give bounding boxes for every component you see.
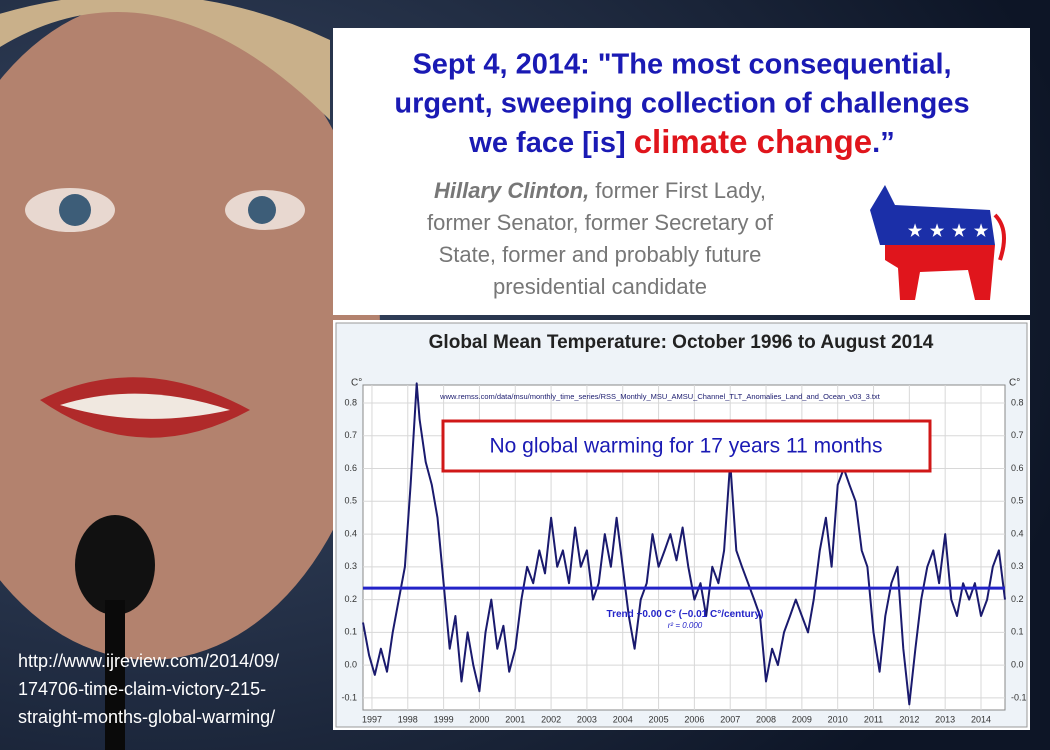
attribution-name: Hillary Clinton, bbox=[434, 178, 589, 203]
url-line: 174706-time-claim-victory-215- bbox=[18, 679, 266, 699]
y2-tick-label: 0.0 bbox=[1011, 659, 1024, 669]
y2-tick-label: 0.5 bbox=[1011, 496, 1024, 506]
trend-r2: r² = 0.000 bbox=[668, 621, 703, 630]
attribution-line: presidential candidate bbox=[493, 274, 707, 299]
quote-line: we face [is] climate change.” bbox=[468, 123, 894, 160]
attribution-text: former First Lady, bbox=[595, 178, 766, 203]
x-tick-label: 2012 bbox=[899, 714, 919, 724]
y-tick-label: 0.7 bbox=[344, 430, 357, 440]
attribution-line: Hillary Clinton, former First Lady, bbox=[434, 178, 766, 203]
y-tick-label: 0.8 bbox=[344, 397, 357, 407]
x-tick-label: 2011 bbox=[864, 714, 883, 724]
y-tick-label: 0.2 bbox=[344, 594, 357, 604]
y-tick-label: 0.5 bbox=[344, 496, 357, 506]
url-line: http://www.ijreview.com/2014/09/ bbox=[18, 651, 279, 671]
attribution-line: former Senator, former Secretary of bbox=[427, 210, 774, 235]
attribution: Hillary Clinton, former First Lady,former… bbox=[427, 178, 774, 299]
data-line bbox=[362, 382, 1006, 706]
url-line: straight-months-global-warming/ bbox=[18, 707, 275, 727]
x-tick-label: 2013 bbox=[935, 714, 955, 724]
y-unit: C° bbox=[351, 378, 362, 389]
quote-line: Sept 4, 2014: "The most consequential, bbox=[412, 49, 951, 81]
data-source: www.remss.com/data/msu/monthly_time_seri… bbox=[439, 392, 881, 401]
source-url: http://www.ijreview.com/2014/09/174706-t… bbox=[18, 651, 279, 727]
annotation: No global warming for 17 years 11 months bbox=[490, 435, 883, 458]
y2-tick-label: 0.6 bbox=[1011, 463, 1024, 473]
y2-tick-label: 0.8 bbox=[1011, 397, 1024, 407]
y-tick-label: 0.0 bbox=[344, 659, 357, 669]
quote-text: we face [is] bbox=[468, 127, 633, 159]
x-tick-label: 1999 bbox=[434, 714, 454, 724]
x-tick-label: 2002 bbox=[541, 714, 561, 724]
donkey-logo: ★ ★ ★ ★ bbox=[870, 185, 1006, 300]
x-tick-label: 2008 bbox=[756, 714, 776, 724]
quote-highlight: climate change bbox=[634, 123, 872, 160]
x-tick-label: 2007 bbox=[720, 714, 740, 724]
x-tick-label: 1998 bbox=[398, 714, 418, 724]
svg-text:★: ★ bbox=[908, 223, 923, 240]
x-tick-label: 2001 bbox=[505, 714, 525, 724]
y-tick-label: 0.4 bbox=[344, 528, 357, 538]
svg-text:★: ★ bbox=[930, 223, 945, 240]
y2-tick-label: 0.3 bbox=[1011, 561, 1024, 571]
x-tick-label: 2010 bbox=[828, 714, 848, 724]
portrait bbox=[0, 0, 380, 750]
y2-tick-label: 0.2 bbox=[1011, 594, 1024, 604]
y2-tick-label: -0.1 bbox=[1011, 692, 1027, 702]
x-tick-label: 2014 bbox=[971, 714, 991, 724]
chart: -0.1 -0.1 0.0 0.0 0.1 0.1 0.2 0.2 0.3 0.3 0.4 0.4 0.… bbox=[341, 378, 1026, 725]
annotation-box bbox=[441, 419, 932, 473]
y-tick-label: 0.6 bbox=[344, 463, 357, 473]
quote-line: urgent, sweeping collection of challenge… bbox=[394, 88, 969, 120]
svg-text:★: ★ bbox=[952, 223, 967, 240]
quote: Sept 4, 2014: "The most consequential, ur… bbox=[394, 49, 969, 160]
y-tick-label: 0.3 bbox=[344, 561, 357, 571]
x-tick-label: 2009 bbox=[792, 714, 812, 724]
y-tick-label: 0.1 bbox=[344, 627, 357, 637]
x-tick-label: 1997 bbox=[362, 714, 382, 724]
x-tick-label: 2000 bbox=[469, 714, 489, 724]
trend-label: Trend −0.00 C° (−0.01 C°/century) bbox=[607, 609, 764, 620]
x-tick-label: 2004 bbox=[613, 714, 633, 724]
y2-tick-label: 0.1 bbox=[1011, 627, 1024, 637]
attribution-line: State, former and probably future bbox=[439, 242, 762, 267]
svg-text:★: ★ bbox=[974, 223, 989, 240]
chart-title: Global Mean Temperature: October 1996 to… bbox=[429, 332, 934, 353]
x-tick-label: 2003 bbox=[577, 714, 597, 724]
quote-end: .” bbox=[872, 127, 895, 159]
y2-tick-label: 0.4 bbox=[1011, 528, 1024, 538]
y2-unit: C° bbox=[1009, 378, 1020, 389]
y2-tick-label: 0.7 bbox=[1011, 430, 1024, 440]
x-tick-label: 2006 bbox=[684, 714, 704, 724]
y-tick-label: -0.1 bbox=[341, 692, 357, 702]
x-tick-label: 2005 bbox=[649, 714, 669, 724]
